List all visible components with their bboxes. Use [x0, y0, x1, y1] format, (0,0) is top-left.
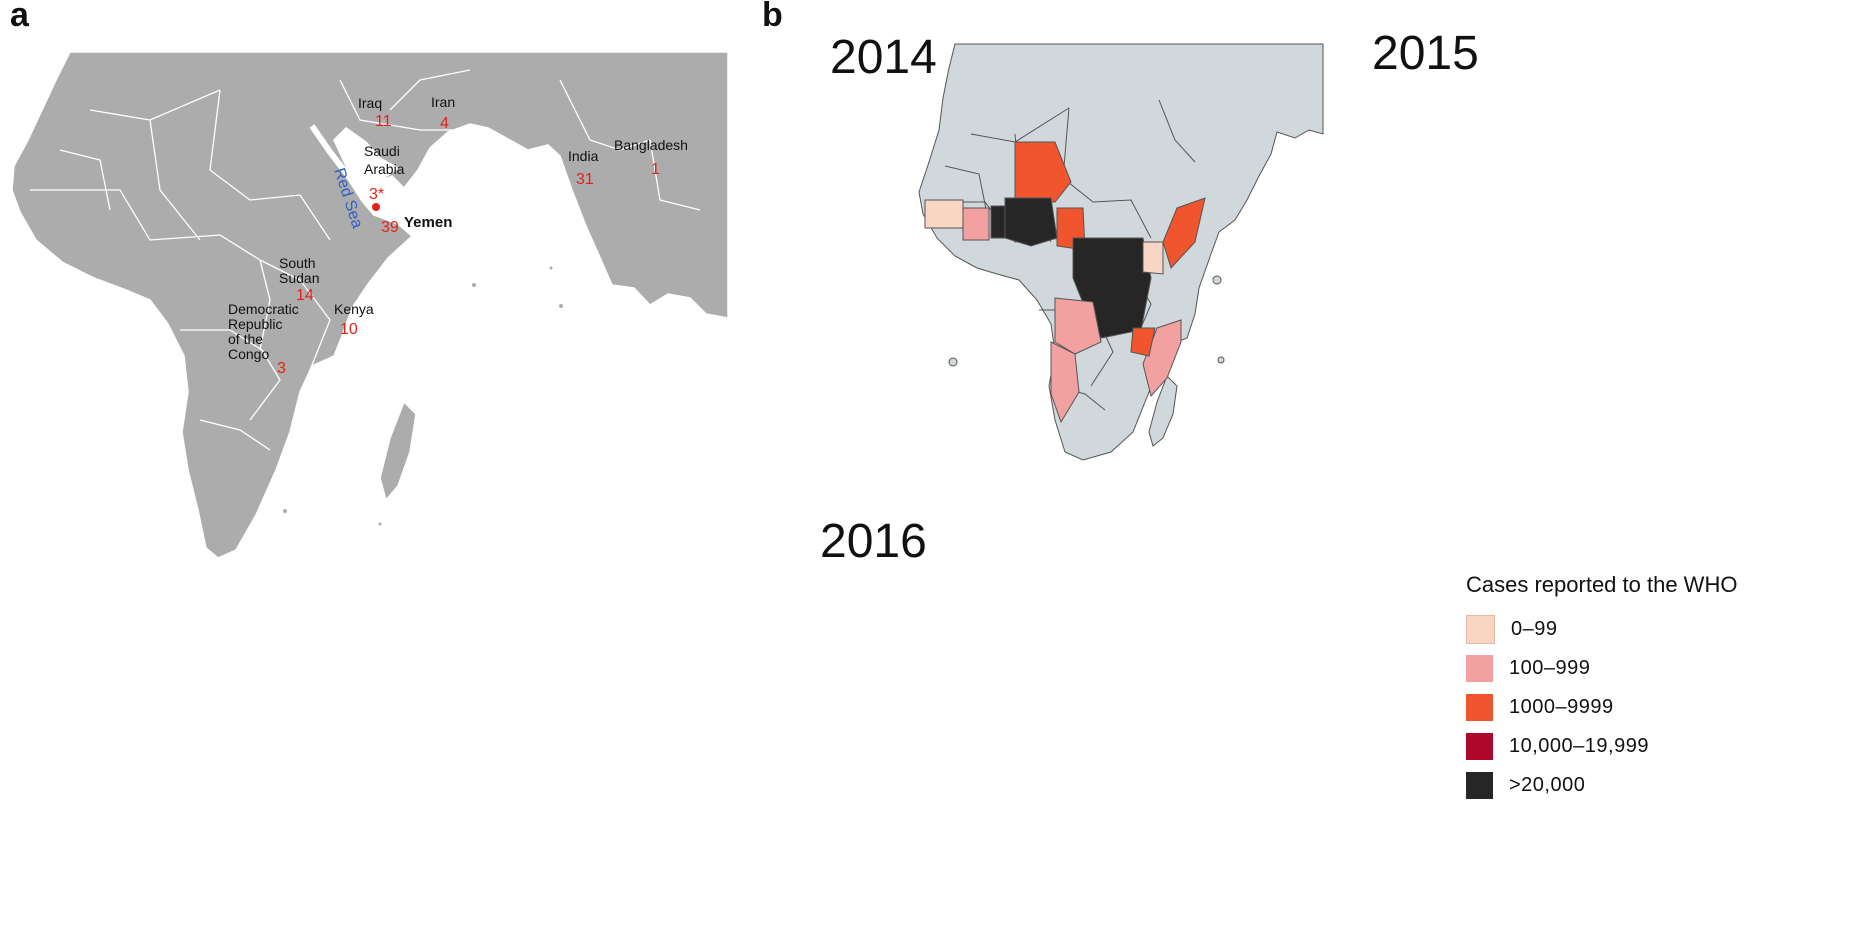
legend-item: 10,000–19,999 [1466, 727, 1737, 766]
panel-a-letter: a [10, 0, 29, 34]
label-iran: Iran [431, 94, 455, 110]
count-kenya: 10 [340, 321, 358, 338]
year-2014: 2014 [830, 31, 937, 84]
legend-label: 0–99 [1511, 618, 1558, 640]
legend-swatch-20000-plus [1466, 772, 1493, 799]
label-kenya: Kenya [334, 301, 374, 317]
legend-item: 0–99 [1466, 610, 1737, 649]
count-bangladesh: 1 [651, 161, 660, 178]
count-saudi: 3* [369, 186, 384, 203]
legend-swatch-10000-19999 [1466, 733, 1493, 760]
label-south-sudan-2: Sudan [279, 270, 319, 286]
yemen-marker [372, 203, 380, 211]
label-iraq: Iraq [358, 95, 382, 111]
legend-swatch-100-999 [1466, 655, 1493, 682]
region-2014-namibia [1050, 341, 1080, 424]
count-india: 31 [576, 171, 594, 188]
year-2015: 2015 [1372, 27, 1479, 80]
year-2016: 2016 [820, 515, 927, 568]
legend-label: 100–999 [1509, 657, 1591, 679]
region-2014-kenya [1142, 241, 1164, 275]
legend-item: 100–999 [1466, 649, 1737, 688]
panel-a-map: Iraq 11 Iran 4 Saudi Arabia 3* Yemen 39 … [11, 51, 729, 559]
label-bangladesh: Bangladesh [614, 137, 688, 153]
legend: Cases reported to the WHO 0–99 100–999 1… [1466, 572, 1737, 805]
region-2014-niger [1014, 141, 1072, 203]
region-2014-angola [1054, 297, 1102, 355]
region-2014-ghana [990, 205, 1006, 239]
label-saudi-1: Saudi [364, 143, 400, 159]
legend-label: 10,000–19,999 [1509, 735, 1649, 757]
count-south-sudan: 14 [296, 287, 314, 304]
region-2014-cote-divoire [962, 207, 990, 241]
label-south-sudan-1: South [279, 255, 316, 271]
region-2014-malawi [1130, 327, 1156, 357]
label-saudi-2: Arabia [364, 161, 405, 177]
legend-item: >20,000 [1466, 766, 1737, 805]
label-drc-3: of the [228, 331, 263, 347]
region-2014-somalia [1162, 197, 1206, 269]
label-yemen: Yemen [404, 214, 452, 231]
region-2014-nigeria [1004, 197, 1058, 247]
count-iran: 4 [440, 115, 449, 132]
label-india: India [568, 148, 599, 164]
map-2014 [918, 43, 1324, 461]
count-drc: 3 [277, 360, 286, 377]
label-drc-2: Republic [228, 316, 282, 332]
label-drc-1: Democratic [228, 301, 299, 317]
region-2014-mozambique [1142, 319, 1182, 398]
panel-b-letter: b [762, 0, 783, 34]
region-2014-west [924, 199, 964, 229]
red-sea [309, 124, 379, 216]
legend-label: >20,000 [1509, 774, 1586, 796]
count-iraq: 11 [375, 113, 392, 130]
label-drc-4: Congo [228, 346, 269, 362]
legend-label: 1000–9999 [1509, 696, 1614, 718]
legend-swatch-1000-9999 [1466, 694, 1493, 721]
legend-title: Cases reported to the WHO [1466, 572, 1738, 597]
legend-swatch-0-99 [1466, 615, 1495, 644]
count-yemen: 39 [381, 219, 399, 236]
legend-item: 1000–9999 [1466, 688, 1737, 727]
panel-a-islands [283, 266, 563, 526]
